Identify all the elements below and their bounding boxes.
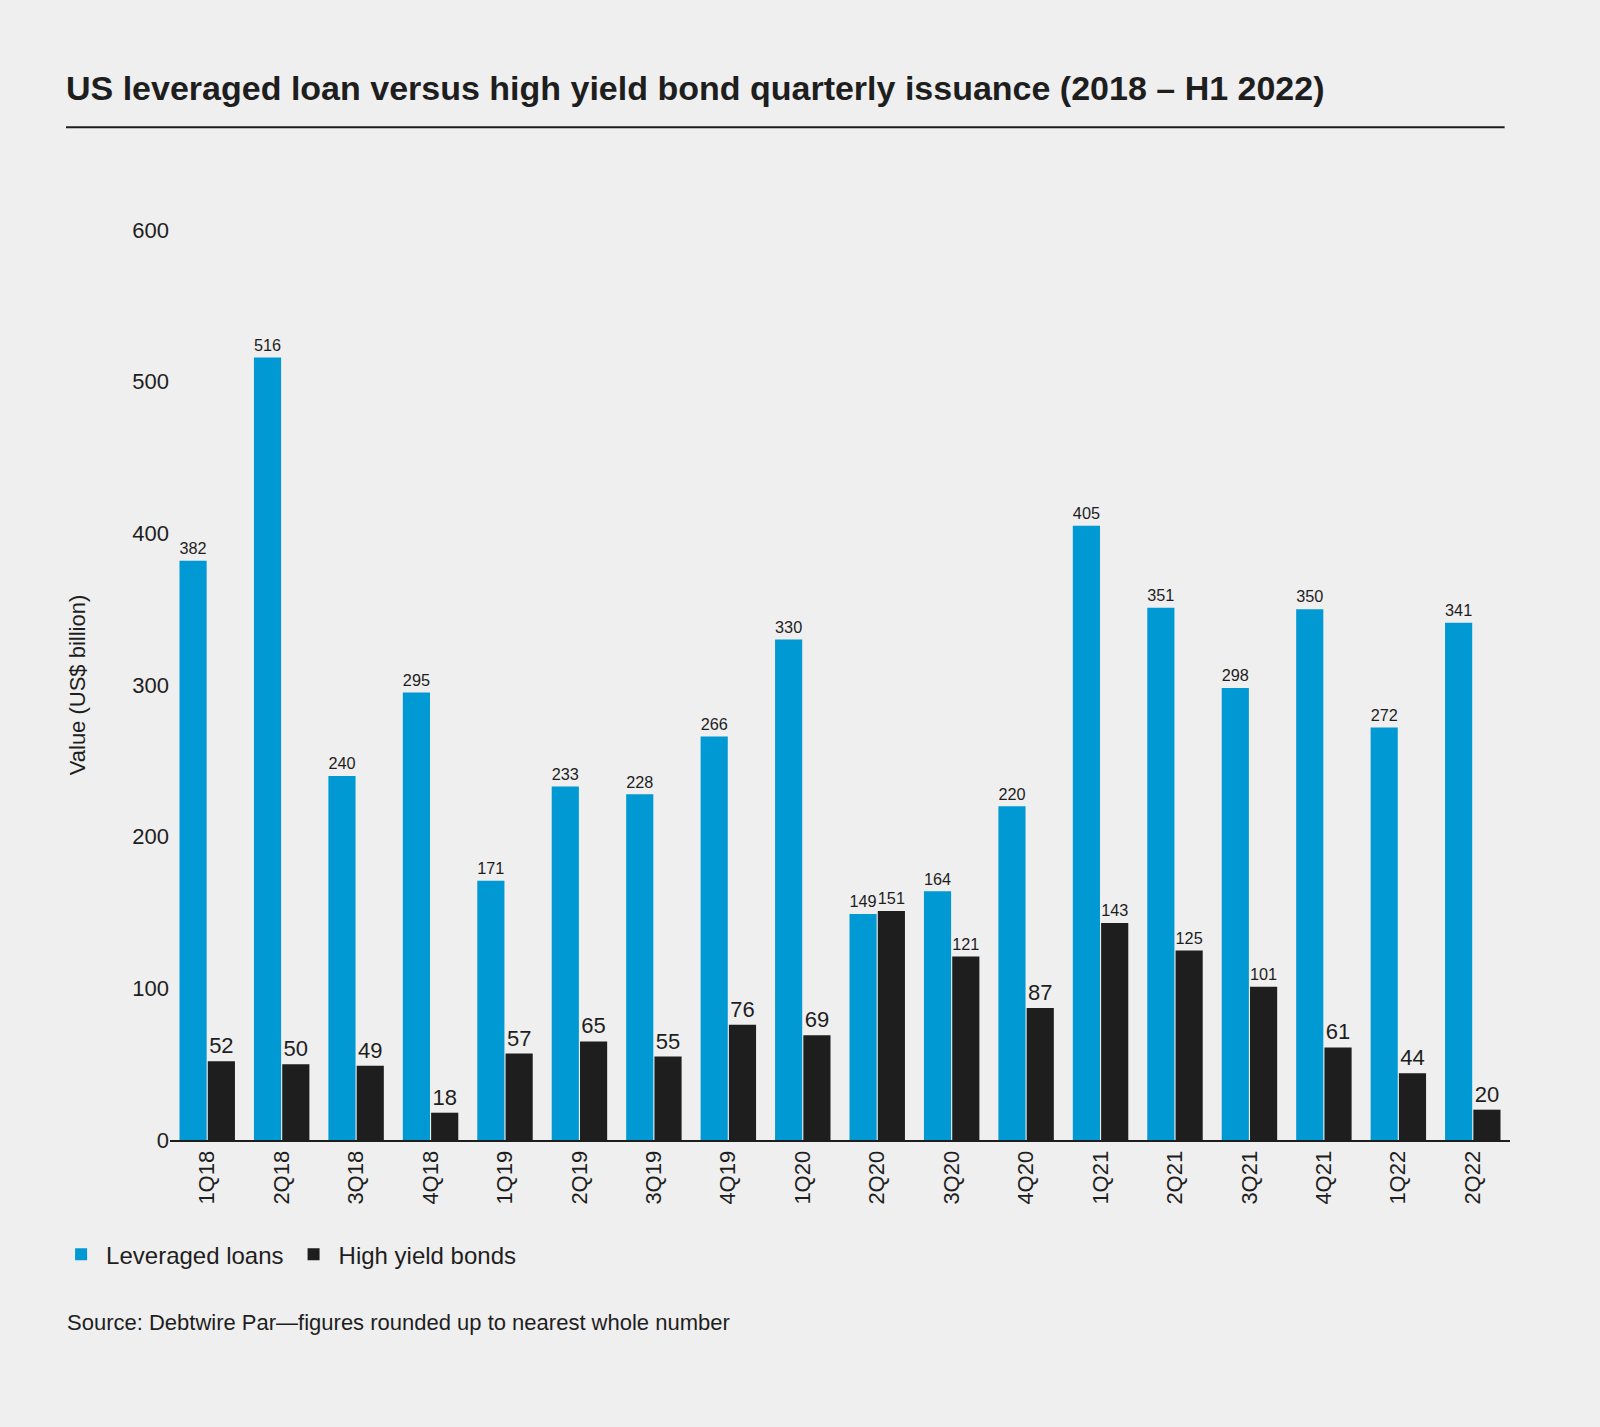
svg-text:125: 125 xyxy=(1176,929,1203,947)
svg-text:228: 228 xyxy=(626,773,653,791)
svg-text:233: 233 xyxy=(552,765,579,783)
svg-text:1Q18: 1Q18 xyxy=(194,1151,219,1205)
svg-text:300: 300 xyxy=(132,673,169,698)
svg-text:2Q22: 2Q22 xyxy=(1460,1151,1485,1205)
svg-text:65: 65 xyxy=(581,1013,605,1038)
svg-text:1Q19: 1Q19 xyxy=(492,1151,517,1205)
svg-text:382: 382 xyxy=(180,539,207,557)
svg-text:171: 171 xyxy=(477,859,504,877)
svg-text:US leveraged loan versus high: US leveraged loan versus high yield bond… xyxy=(66,69,1325,107)
svg-text:1Q22: 1Q22 xyxy=(1385,1151,1410,1205)
svg-text:3Q19: 3Q19 xyxy=(641,1151,666,1205)
svg-text:298: 298 xyxy=(1222,666,1249,684)
svg-text:351: 351 xyxy=(1147,586,1174,604)
svg-text:4Q21: 4Q21 xyxy=(1311,1151,1336,1205)
svg-text:57: 57 xyxy=(507,1026,531,1051)
svg-text:2Q19: 2Q19 xyxy=(567,1151,592,1205)
svg-text:Leveraged loans: Leveraged loans xyxy=(106,1242,283,1269)
svg-text:50: 50 xyxy=(284,1036,308,1061)
svg-text:100: 100 xyxy=(132,976,169,1001)
svg-text:52: 52 xyxy=(209,1033,233,1058)
svg-text:1Q20: 1Q20 xyxy=(790,1151,815,1205)
svg-text:350: 350 xyxy=(1296,587,1323,605)
svg-text:0: 0 xyxy=(157,1128,169,1153)
svg-text:400: 400 xyxy=(132,521,169,546)
svg-text:121: 121 xyxy=(952,935,979,953)
svg-text:266: 266 xyxy=(701,715,728,733)
svg-text:240: 240 xyxy=(328,754,355,772)
svg-text:2Q20: 2Q20 xyxy=(864,1151,889,1205)
svg-text:295: 295 xyxy=(403,671,430,689)
svg-text:Value (US$ billion): Value (US$ billion) xyxy=(65,595,90,776)
svg-text:3Q18: 3Q18 xyxy=(343,1151,368,1205)
svg-text:44: 44 xyxy=(1400,1045,1424,1070)
svg-text:4Q20: 4Q20 xyxy=(1013,1151,1038,1205)
svg-text:341: 341 xyxy=(1445,601,1472,619)
svg-text:3Q20: 3Q20 xyxy=(939,1151,964,1205)
svg-text:2Q21: 2Q21 xyxy=(1162,1151,1187,1205)
svg-text:164: 164 xyxy=(924,870,951,888)
svg-text:516: 516 xyxy=(254,336,281,354)
svg-text:49: 49 xyxy=(358,1038,382,1063)
svg-text:2Q18: 2Q18 xyxy=(269,1151,294,1205)
svg-text:20: 20 xyxy=(1475,1082,1499,1107)
svg-text:61: 61 xyxy=(1326,1019,1350,1044)
svg-text:272: 272 xyxy=(1371,706,1398,724)
svg-text:143: 143 xyxy=(1101,901,1128,919)
svg-text:101: 101 xyxy=(1250,965,1277,983)
svg-text:69: 69 xyxy=(805,1007,829,1032)
svg-text:18: 18 xyxy=(432,1085,456,1110)
svg-text:220: 220 xyxy=(998,785,1025,803)
svg-text:87: 87 xyxy=(1028,980,1052,1005)
svg-text:600: 600 xyxy=(132,218,169,243)
svg-text:151: 151 xyxy=(878,889,905,907)
svg-text:4Q18: 4Q18 xyxy=(418,1151,443,1205)
svg-text:330: 330 xyxy=(775,618,802,636)
svg-text:Source: Debtwire Par—figures r: Source: Debtwire Par—figures rounded up … xyxy=(67,1310,730,1335)
svg-text:405: 405 xyxy=(1073,504,1100,522)
svg-text:1Q21: 1Q21 xyxy=(1088,1151,1113,1205)
svg-text:4Q19: 4Q19 xyxy=(715,1151,740,1205)
svg-text:55: 55 xyxy=(656,1029,680,1054)
svg-text:200: 200 xyxy=(132,824,169,849)
svg-text:500: 500 xyxy=(132,369,169,394)
svg-text:149: 149 xyxy=(850,892,877,910)
svg-text:3Q21: 3Q21 xyxy=(1237,1151,1262,1205)
svg-text:High yield bonds: High yield bonds xyxy=(339,1242,516,1269)
svg-text:76: 76 xyxy=(730,997,754,1022)
